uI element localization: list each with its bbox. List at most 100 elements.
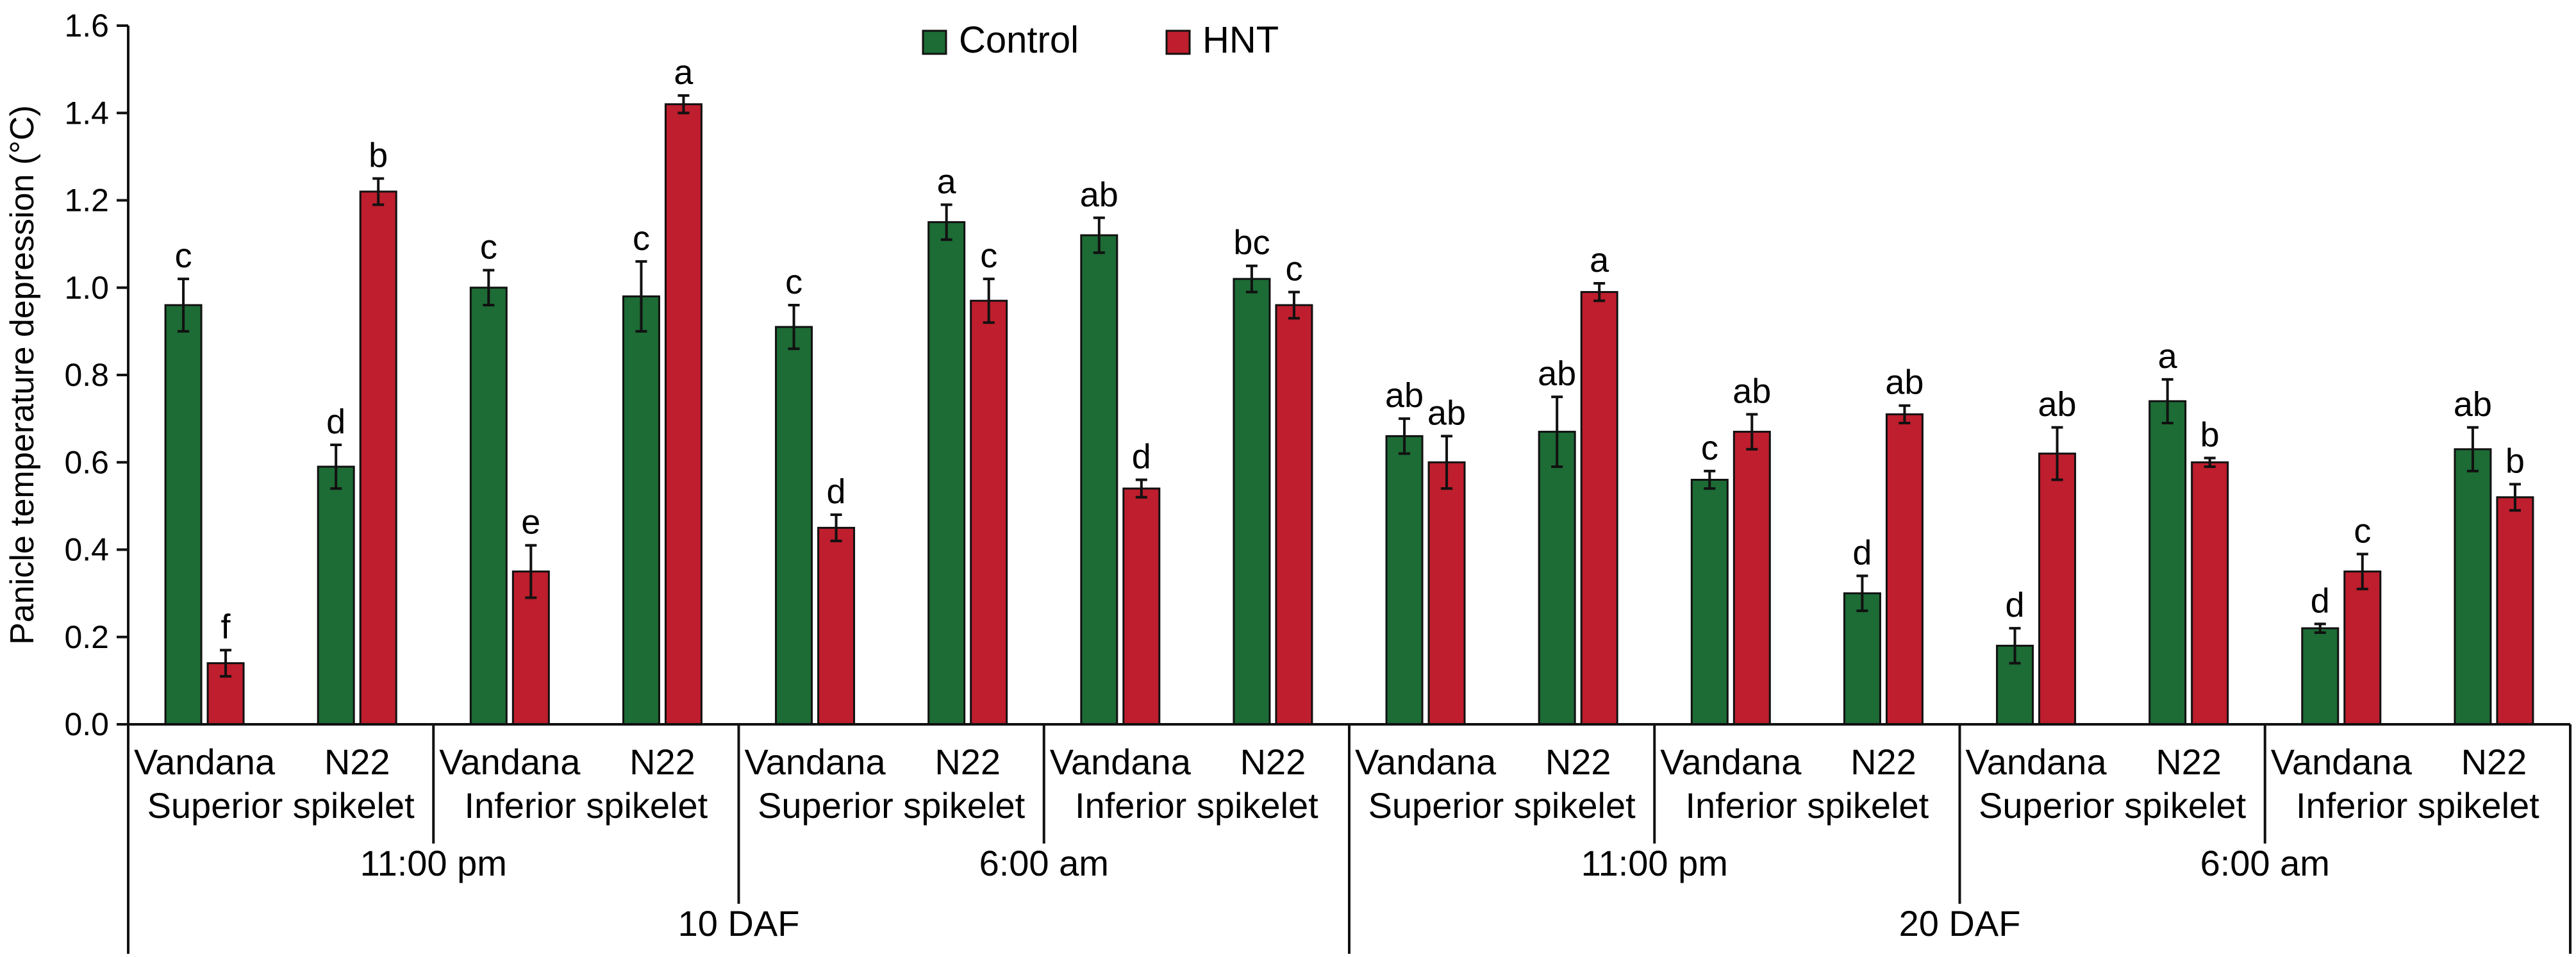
data-label: b [369,136,388,174]
bar-hnt-10 [1733,431,1771,726]
legend-label-hnt: HNT [1202,19,1279,61]
data-label: c [633,219,650,258]
data-label: c [2354,512,2371,550]
category-label: N22 [629,742,695,782]
data-label: c [785,263,802,301]
category-label: N22 [2156,742,2222,782]
data-label: d [326,403,345,441]
bar-hnt-12 [2038,453,2077,726]
y-tick-label: 0.6 [64,444,109,480]
category-label: Vandana [1966,742,2107,782]
legend-swatch-hnt [1165,29,1191,55]
category-label: Vandana [1050,742,1192,782]
category-label: N22 [2461,742,2527,782]
data-label: f [221,608,231,646]
bar-hnt-9 [1580,291,1618,726]
data-label: d [1852,533,1872,572]
data-label: ab [2454,385,2492,424]
bar-hnt-8 [1427,461,1466,726]
bar-hnt-5 [970,299,1008,726]
time-group-label: 11:00 pm [1581,843,1728,883]
bar-hnt-6 [1122,487,1161,726]
y-tick-label: 1.6 [64,8,109,44]
time-group-label: 6:00 am [2200,843,2330,883]
data-label: ab [1385,376,1424,415]
spikelet-group-label: Superior spikelet [758,785,1026,826]
data-label: ab [1885,363,1924,402]
data-label: ab [1733,372,1771,410]
category-label: N22 [1545,742,1611,782]
bars-layer [164,94,2534,726]
data-label: ab [1427,394,1466,432]
bar-hnt-1 [359,190,397,726]
y-tick-label: 0.2 [64,619,109,655]
data-label: b [2505,442,2525,480]
data-label: d [2006,586,2025,624]
bar-control-11 [1843,592,1881,726]
data-label: d [2311,581,2330,620]
bar-control-13 [2148,400,2187,726]
data-label: e [521,503,540,542]
data-label: c [480,228,497,267]
bar-hnt-15 [2496,496,2534,726]
data-label: a [2158,337,2178,376]
data-label: c [175,237,192,275]
legend: Control HNT [922,19,1279,61]
category-label: Vandana [745,742,886,782]
y-tick-label: 1.0 [64,270,109,306]
bar-hnt-4 [817,526,856,726]
time-group-label: 11:00 pm [360,843,507,883]
category-label: N22 [324,742,390,782]
bar-control-9 [1538,431,1576,726]
bar-hnt-7 [1275,304,1313,726]
bar-control-1 [317,465,355,726]
bar-control-5 [927,221,966,726]
spikelet-group-label: Superior spikelet [147,785,415,826]
data-label: a [1590,241,1609,279]
data-label: a [674,53,694,92]
bar-hnt-3 [664,103,702,726]
bar-hnt-13 [2191,461,2229,726]
category-label: Vandana [1660,742,1802,782]
category-label: Vandana [134,742,276,782]
bar-control-2 [469,287,508,726]
data-label: ab [1080,176,1118,214]
time-group-label: 6:00 am [979,843,1109,883]
axes-layer [117,24,2572,954]
data-label: bc [1233,224,1270,262]
data-label: a [937,162,957,201]
bar-control-6 [1080,234,1118,726]
data-label: c [980,237,997,275]
data-label: c [1701,429,1718,467]
y-tick-label: 1.4 [64,95,109,131]
y-tick-label: 1.2 [64,183,109,219]
y-tick-label: 0.8 [64,357,109,393]
bar-control-7 [1233,278,1271,726]
category-label: N22 [1850,742,1916,782]
spikelet-group-label: Superior spikelet [1979,785,2247,826]
category-label: Vandana [1355,742,1497,782]
data-label: c [1285,250,1302,288]
stage-group-label: 20 DAF [1899,903,2021,944]
legend-label-control: Control [959,19,1079,61]
bar-control-15 [2454,448,2492,726]
category-label: Vandana [2271,742,2413,782]
y-axis-label: Panicle temperature depression (°C) [4,105,41,645]
bar-control-8 [1385,435,1424,726]
bar-hnt-14 [2343,570,2382,726]
y-tick-label: 0.4 [64,532,109,568]
bar-control-4 [775,326,813,726]
spikelet-group-label: Inferior spikelet [1075,785,1318,826]
data-label: ab [1538,354,1576,393]
spikelet-group-label: Inferior spikelet [465,785,708,826]
bar-control-3 [622,295,660,726]
data-label: d [1132,438,1151,476]
y-tick-label: 0.0 [64,706,109,742]
data-label: d [827,472,846,511]
data-label: b [2200,415,2220,454]
category-label: N22 [1240,742,1306,782]
spikelet-group-label: Inferior spikelet [1686,785,1929,826]
category-label: N22 [935,742,1001,782]
